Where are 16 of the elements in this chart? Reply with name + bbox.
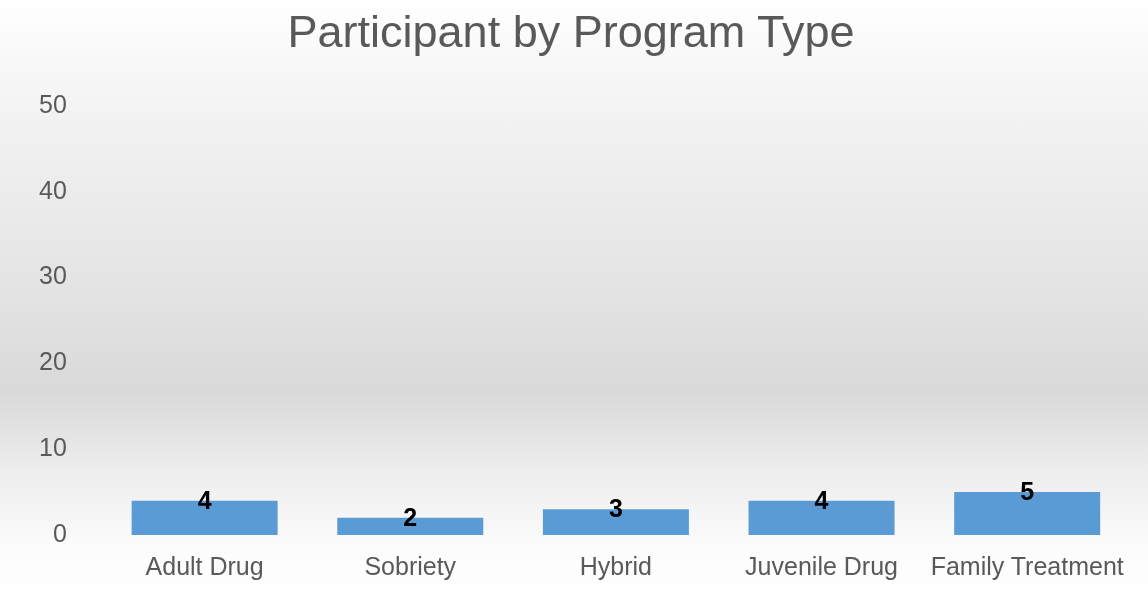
x-tick-label: Hybrid <box>579 551 653 580</box>
data-label: 4 <box>197 485 212 514</box>
y-tick-label: 40 <box>39 175 67 204</box>
data-label: 4 <box>814 485 829 514</box>
chart-title: Participant by Program Type <box>287 6 855 58</box>
x-tick-label: Sobriety <box>364 551 457 580</box>
x-tick-label: Family Treatment <box>930 551 1124 580</box>
data-label: 3 <box>608 494 623 523</box>
x-tick-label: Adult Drug <box>145 551 264 580</box>
x-tick-label: Juvenile Drug <box>745 551 898 580</box>
y-tick-label: 10 <box>39 433 67 462</box>
y-tick-label: 0 <box>52 518 67 547</box>
data-label: 2 <box>403 502 418 531</box>
y-tick-label: 30 <box>39 261 67 290</box>
y-tick-label: 20 <box>39 347 67 376</box>
y-tick-label: 50 <box>39 89 67 118</box>
